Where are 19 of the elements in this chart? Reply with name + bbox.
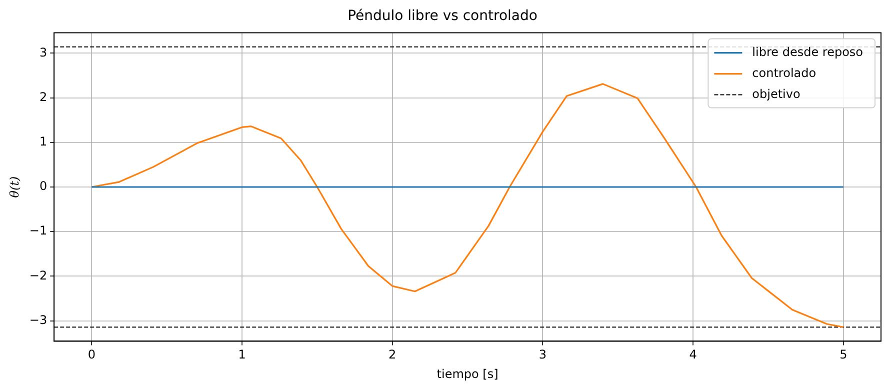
y-tick-label: −3 — [29, 312, 48, 327]
legend-label: libre desde reposo — [752, 44, 864, 59]
x-tick-label: 3 — [538, 348, 547, 362]
y-tick-label: 0 — [39, 179, 48, 194]
x-tick-label: 5 — [840, 348, 848, 362]
legend-label: controlado — [752, 66, 816, 80]
x-tick-label: 4 — [689, 348, 697, 362]
y-axis-title: θ(t) — [7, 176, 22, 198]
x-axis-title: tiempo [s] — [436, 366, 498, 381]
y-tick-label: −1 — [29, 224, 48, 238]
x-tick-label: 2 — [388, 348, 396, 362]
x-tick-label: 0 — [88, 348, 96, 362]
x-tick-label: 1 — [238, 348, 246, 362]
y-tick-label: −2 — [29, 268, 48, 282]
chart-title: Péndulo libre vs controlado — [348, 8, 538, 24]
y-tick-label: 1 — [39, 134, 48, 149]
legend-label: objetivo — [752, 86, 800, 101]
y-tick-label: 2 — [39, 90, 48, 104]
y-tick-label: 3 — [39, 45, 48, 60]
